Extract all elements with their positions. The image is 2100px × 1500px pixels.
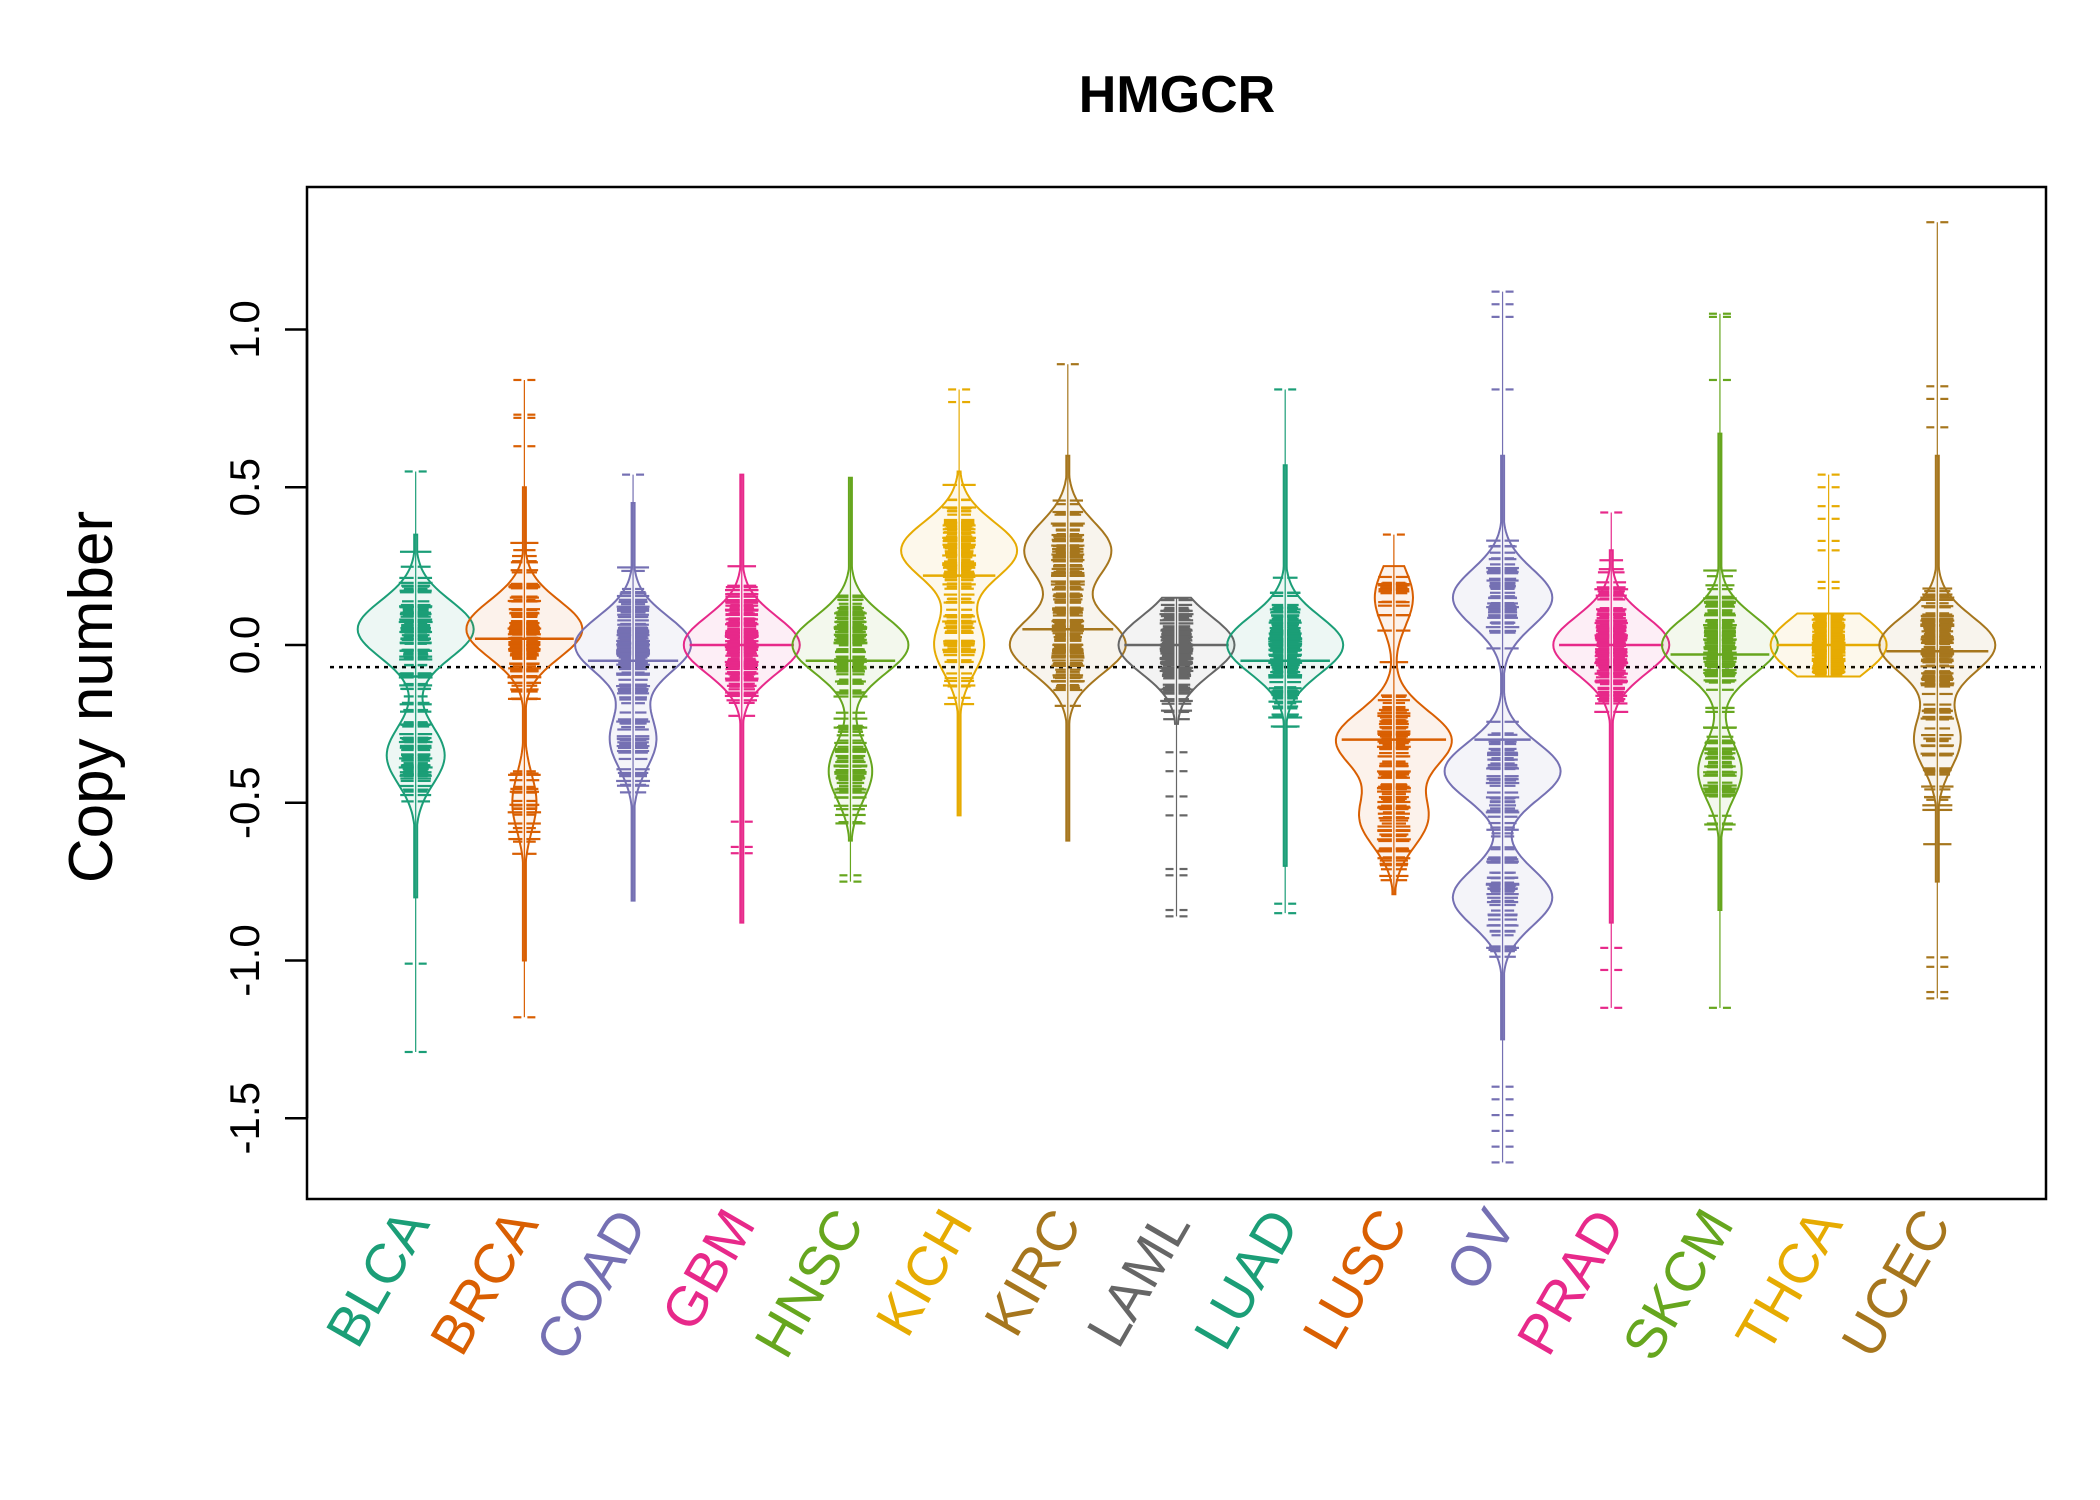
y-axis-label: Copy number <box>57 511 126 883</box>
category-label-luad: LUAD <box>1181 1199 1310 1360</box>
category-label-ov: OV <box>1433 1198 1528 1300</box>
category-label-coad: COAD <box>523 1199 658 1371</box>
category-label-kich: KICH <box>863 1199 984 1346</box>
y-tick-label: 0.0 <box>221 616 268 674</box>
plot-area: 1.00.50.0-0.5-1.0-1.5BLCABRCACOADGBMHNSC… <box>221 185 2048 1371</box>
y-tick-label: -1.5 <box>221 1082 268 1154</box>
y-tick-label: -1.0 <box>221 924 268 996</box>
y-tick-label: -0.5 <box>221 767 268 839</box>
category-label-laml: LAML <box>1074 1199 1202 1357</box>
category-label-ucec: UCEC <box>1829 1199 1963 1368</box>
category-label-skcm: SKCM <box>1610 1199 1745 1371</box>
y-tick-label: 1.0 <box>221 300 268 358</box>
y-tick-label: 0.5 <box>221 458 268 516</box>
category-label-gbm: GBM <box>649 1199 767 1341</box>
chart-title: HMGCR <box>1079 66 1275 124</box>
category-label-hnsc: HNSC <box>742 1199 876 1368</box>
category-label-lusc: LUSC <box>1290 1199 1419 1360</box>
